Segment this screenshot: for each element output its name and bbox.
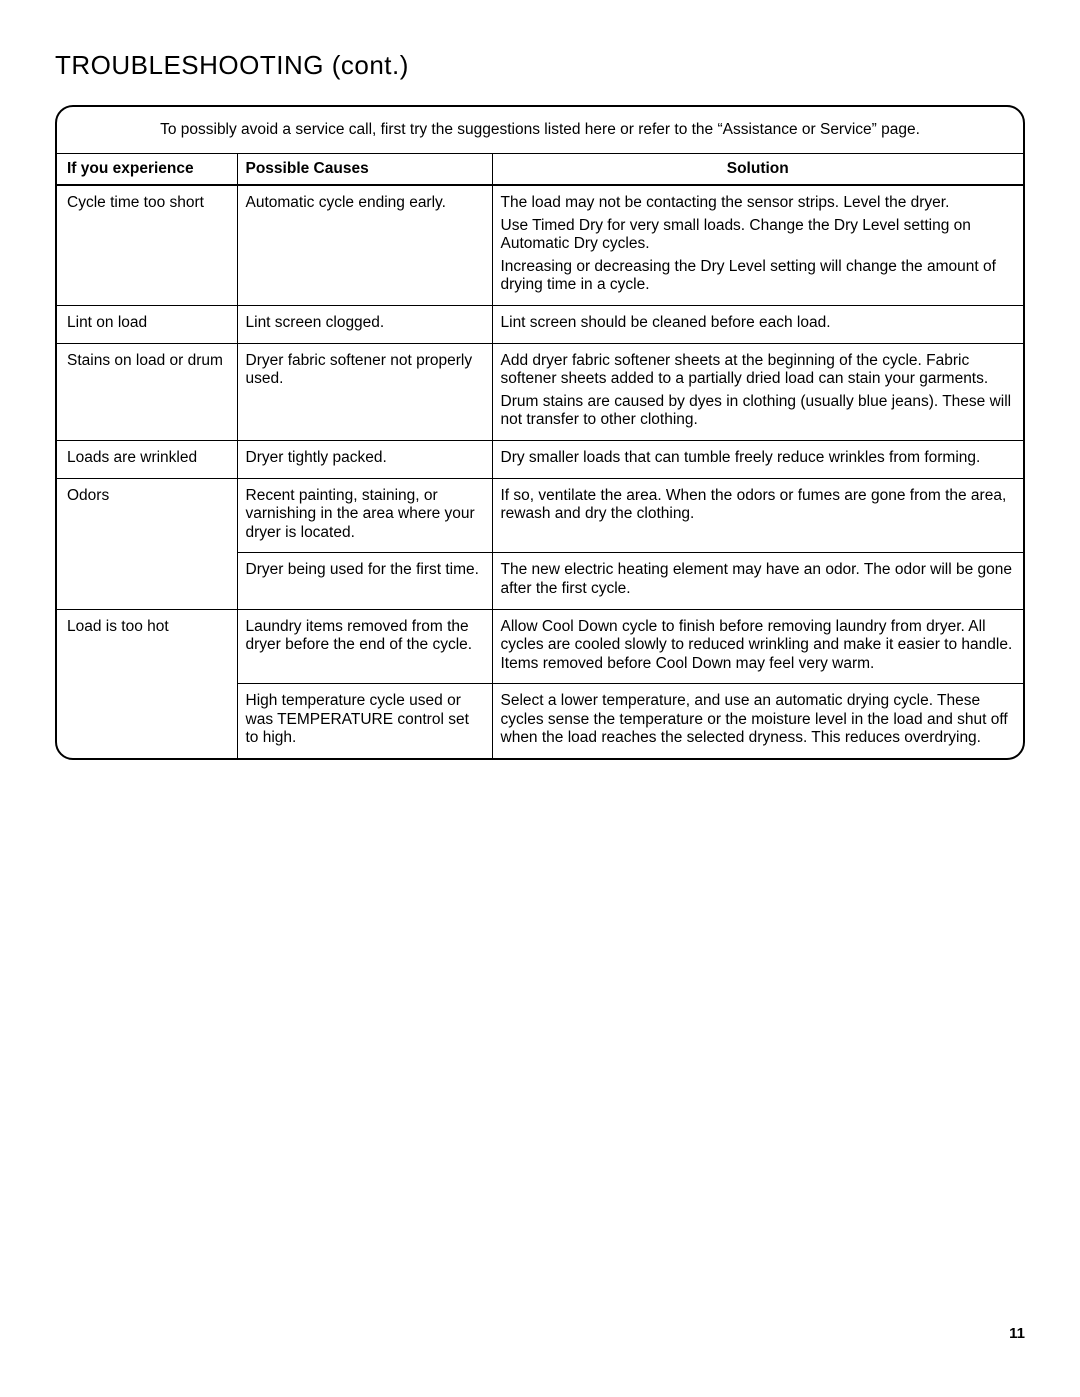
cell-solution: Dry smaller loads that can tumble freely… (492, 440, 1023, 478)
troubleshooting-table-container: To possibly avoid a service call, ﬁrst t… (55, 105, 1025, 760)
solution-text: Dry smaller loads that can tumble freely… (501, 449, 1016, 468)
cell-solution: Add dryer fabric softener sheets at the … (492, 343, 1023, 440)
page-number: 11 (1009, 1325, 1025, 1342)
table-row: High temperature cycle used or was TEMPE… (57, 684, 1023, 758)
table-row: Load is too hotLaundry items removed fro… (57, 609, 1023, 684)
troubleshooting-table: If you experience Possible Causes Soluti… (57, 154, 1023, 758)
cell-cause: Automatic cycle ending early. (237, 185, 492, 305)
solution-text: Select a lower temperature, and use an a… (501, 692, 1016, 748)
table-row: Dryer being used for the ﬁrst time.The n… (57, 553, 1023, 609)
solution-text: Lint screen should be cleaned before eac… (501, 314, 1016, 333)
solution-text: The load may not be contacting the senso… (501, 194, 1016, 213)
cell-cause: Laundry items removed from the dryer bef… (237, 609, 492, 684)
table-row: Lint on loadLint screen clogged. Lint scr… (57, 305, 1023, 343)
solution-text: The new electric heating element may hav… (501, 561, 1016, 598)
table-header-row: If you experience Possible Causes Soluti… (57, 154, 1023, 185)
cell-cause: Lint screen clogged. (237, 305, 492, 343)
cell-solution: The load may not be contacting the senso… (492, 185, 1023, 305)
cell-experience (57, 553, 237, 609)
cell-solution: Select a lower temperature, and use an a… (492, 684, 1023, 758)
intro-text: To possibly avoid a service call, ﬁrst t… (57, 107, 1023, 154)
table-row: Loads are wrinkledDryer tightly packed. D… (57, 440, 1023, 478)
table-row: OdorsRecent painting, staining, or varni… (57, 478, 1023, 553)
solution-text: Add dryer fabric softener sheets at the … (501, 352, 1016, 389)
table-row: Cycle time too shortAutomatic cycle endi… (57, 185, 1023, 305)
solution-text: Allow Cool Down cycle to ﬁnish before re… (501, 618, 1016, 674)
cell-solution: Allow Cool Down cycle to ﬁnish before re… (492, 609, 1023, 684)
header-solution: Solution (492, 154, 1023, 185)
cell-cause: Recent painting, staining, or varnishing… (237, 478, 492, 553)
cell-solution: If so, ventilate the area. When the odor… (492, 478, 1023, 553)
solution-text: Increasing or decreasing the Dry Level s… (501, 258, 1016, 295)
cell-experience: Lint on load (57, 305, 237, 343)
solution-text: Drum stains are caused by dyes in clothi… (501, 393, 1016, 430)
cell-cause: High temperature cycle used or was TEMPE… (237, 684, 492, 758)
cell-experience: Load is too hot (57, 609, 237, 684)
cell-experience: Odors (57, 478, 237, 553)
table-body: Cycle time too shortAutomatic cycle endi… (57, 185, 1023, 758)
cell-experience (57, 684, 237, 758)
header-causes: Possible Causes (237, 154, 492, 185)
cell-cause: Dryer tightly packed. (237, 440, 492, 478)
cell-experience: Loads are wrinkled (57, 440, 237, 478)
cell-solution: Lint screen should be cleaned before eac… (492, 305, 1023, 343)
cell-solution: The new electric heating element may hav… (492, 553, 1023, 609)
solution-text: Use Timed Dry for very small loads. Chan… (501, 217, 1016, 254)
cell-cause: Dryer being used for the ﬁrst time. (237, 553, 492, 609)
solution-text: If so, ventilate the area. When the odor… (501, 487, 1016, 524)
cell-experience: Cycle time too short (57, 185, 237, 305)
cell-experience: Stains on load or drum (57, 343, 237, 440)
cell-cause: Dryer fabric softener not properly used. (237, 343, 492, 440)
header-experience: If you experience (57, 154, 237, 185)
page-title: TROUBLESHOOTING (cont.) (55, 50, 1025, 81)
table-row: Stains on load or drumDryer fabric softe… (57, 343, 1023, 440)
